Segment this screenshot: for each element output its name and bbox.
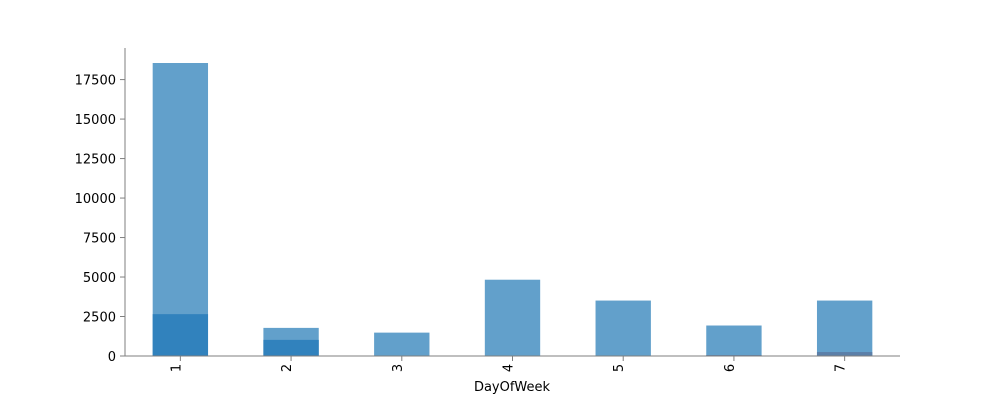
y-tick-label: 0 xyxy=(108,350,116,365)
bar-series1-day-6 xyxy=(706,325,762,356)
y-tick-label: 17500 xyxy=(75,74,116,89)
bar-series1-day-4 xyxy=(484,279,541,356)
x-tick-label: 4 xyxy=(502,364,517,372)
y-tick-label: 2500 xyxy=(83,311,116,326)
bar-series2-day-1 xyxy=(152,314,209,356)
y-tick-label: 5000 xyxy=(83,271,116,286)
x-tick-label: 7 xyxy=(834,364,849,372)
x-axis-label: DayOfWeek xyxy=(474,380,551,395)
bars-layer xyxy=(152,63,873,356)
bar-series2-day-2 xyxy=(263,339,319,356)
y-tick-label: 12500 xyxy=(75,153,116,168)
y-tick-label: 7500 xyxy=(83,232,116,247)
x-tick-label: 6 xyxy=(723,364,738,372)
x-tick-label: 3 xyxy=(391,364,406,372)
x-tick-label: 5 xyxy=(612,364,627,372)
y-tick-label: 10000 xyxy=(75,192,116,207)
x-tick-label: 1 xyxy=(169,364,184,372)
bar-series2-day-7 xyxy=(816,352,873,356)
y-tick-label: 15000 xyxy=(75,113,116,128)
x-tick-label: 2 xyxy=(280,364,295,372)
x-axis-ticks: 1 2 3 4 5 6 7 xyxy=(169,356,849,372)
bar-series1-day-1 xyxy=(152,63,209,356)
y-axis-ticks: 0 2500 5000 7500 10000 12500 15000 17500 xyxy=(75,74,125,365)
bar-series1-day-5 xyxy=(595,300,651,356)
bar-series1-day-7 xyxy=(816,300,873,356)
bar-series1-day-3 xyxy=(374,332,430,356)
